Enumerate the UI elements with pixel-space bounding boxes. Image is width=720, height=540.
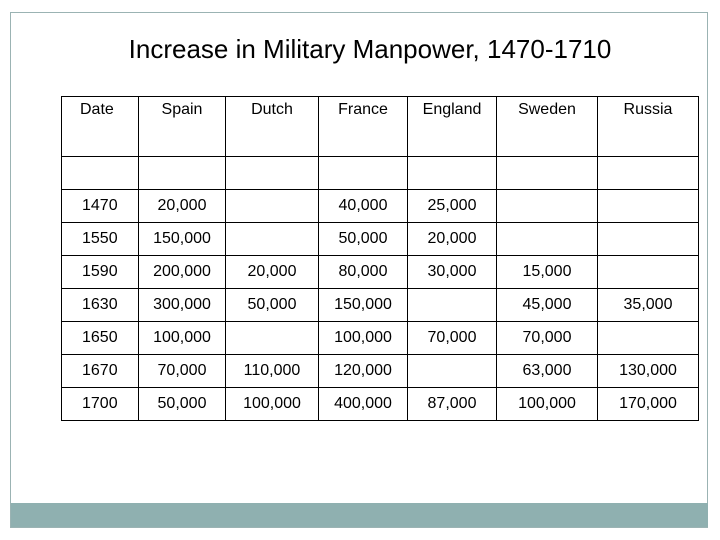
column-header-france: France (318, 96, 408, 157)
table-row: 1590 200,000 20,000 80,000 30,000 15,000 (61, 255, 699, 289)
value-cell-russia: 170,000 (597, 387, 699, 421)
date-cell: 1630 (61, 288, 139, 322)
value-cell-dutch: 110,000 (225, 354, 319, 388)
value-cell-england: 30,000 (407, 255, 497, 289)
value-cell-dutch: 20,000 (225, 255, 319, 289)
value-cell-spain: 50,000 (138, 387, 226, 421)
empty-row (61, 156, 699, 190)
value-cell-france: 100,000 (318, 321, 408, 355)
column-header-spain: Spain (138, 96, 226, 157)
value-cell-dutch (225, 222, 319, 256)
value-cell-france: 80,000 (318, 255, 408, 289)
table-row: 1550 150,000 50,000 20,000 (61, 222, 699, 256)
value-cell-england: 20,000 (407, 222, 497, 256)
empty-cell (407, 156, 497, 190)
column-header-dutch: Dutch (225, 96, 319, 157)
value-cell-spain: 20,000 (138, 189, 226, 223)
value-cell-dutch (225, 321, 319, 355)
value-cell-france: 120,000 (318, 354, 408, 388)
column-header-date: Date (61, 96, 139, 157)
table-row: 1470 20,000 40,000 25,000 (61, 189, 699, 223)
date-cell: 1550 (61, 222, 139, 256)
column-header-sweden: Sweden (496, 96, 598, 157)
date-cell: 1700 (61, 387, 139, 421)
value-cell-russia (597, 255, 699, 289)
value-cell-dutch: 100,000 (225, 387, 319, 421)
value-cell-france: 150,000 (318, 288, 408, 322)
empty-cell (225, 156, 319, 190)
date-cell: 1670 (61, 354, 139, 388)
value-cell-sweden: 100,000 (496, 387, 598, 421)
value-cell-spain: 150,000 (138, 222, 226, 256)
table-row: 1630 300,000 50,000 150,000 45,000 35,000 (61, 288, 699, 322)
value-cell-sweden: 63,000 (496, 354, 598, 388)
column-header-england: England (407, 96, 497, 157)
value-cell-spain: 300,000 (138, 288, 226, 322)
slide-title: Increase in Military Manpower, 1470-1710 (128, 34, 612, 64)
empty-cell (318, 156, 408, 190)
empty-cell (597, 156, 699, 190)
value-cell-russia (597, 321, 699, 355)
value-cell-russia (597, 222, 699, 256)
value-cell-spain: 70,000 (138, 354, 226, 388)
value-cell-spain: 200,000 (138, 255, 226, 289)
date-cell: 1470 (61, 189, 139, 223)
value-cell-sweden (496, 222, 598, 256)
value-cell-dutch (225, 189, 319, 223)
manpower-table: Date Spain Dutch France England Sweden R… (61, 96, 699, 421)
slide-footer-band (11, 503, 708, 527)
value-cell-russia: 35,000 (597, 288, 699, 322)
value-cell-england: 25,000 (407, 189, 497, 223)
column-header-russia: Russia (597, 96, 699, 157)
value-cell-france: 40,000 (318, 189, 408, 223)
empty-cell (61, 156, 139, 190)
value-cell-france: 400,000 (318, 387, 408, 421)
empty-cell (496, 156, 598, 190)
value-cell-sweden: 45,000 (496, 288, 598, 322)
empty-cell (138, 156, 226, 190)
value-cell-england: 87,000 (407, 387, 497, 421)
value-cell-dutch: 50,000 (225, 288, 319, 322)
value-cell-england (407, 354, 497, 388)
value-cell-england (407, 288, 497, 322)
date-cell: 1650 (61, 321, 139, 355)
table-row: 1670 70,000 110,000 120,000 63,000 130,000 (61, 354, 699, 388)
value-cell-sweden: 70,000 (496, 321, 598, 355)
table-row: 1650 100,000 100,000 70,000 70,000 (61, 321, 699, 355)
value-cell-russia (597, 189, 699, 223)
table-body: 1470 20,000 40,000 25,000 1550 150,000 50,000 2… (61, 189, 699, 421)
value-cell-england: 70,000 (407, 321, 497, 355)
table-row: 1700 50,000 100,000 400,000 87,000 100,000 170… (61, 387, 699, 421)
date-cell: 1590 (61, 255, 139, 289)
value-cell-spain: 100,000 (138, 321, 226, 355)
value-cell-sweden: 15,000 (496, 255, 598, 289)
header-row: Date Spain Dutch France England Sweden R… (61, 96, 699, 157)
value-cell-sweden (496, 189, 598, 223)
value-cell-russia: 130,000 (597, 354, 699, 388)
value-cell-france: 50,000 (318, 222, 408, 256)
